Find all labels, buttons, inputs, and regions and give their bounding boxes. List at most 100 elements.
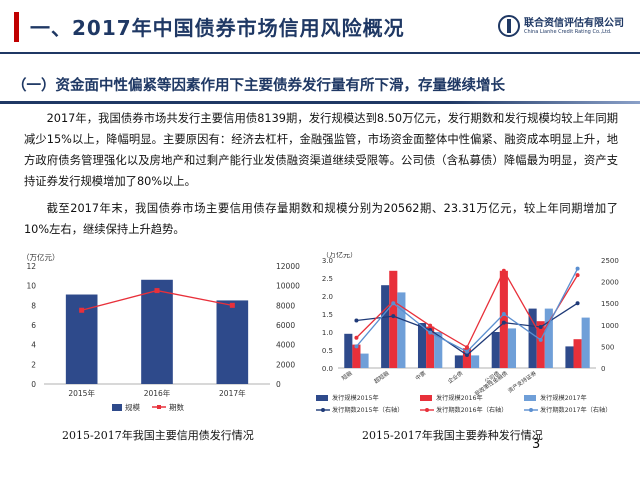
chart2-bar xyxy=(565,346,574,368)
chart2-bar xyxy=(417,323,427,368)
chart1-y-tick: 2 xyxy=(31,360,36,369)
header-divider xyxy=(0,52,640,54)
chart2-line-point xyxy=(391,301,396,306)
section-underline xyxy=(0,101,640,104)
chart1-bar xyxy=(216,300,249,384)
chart2-y2-tick: 500 xyxy=(601,343,614,351)
page-number: 3 xyxy=(532,437,541,452)
chart2-legend-swatch xyxy=(420,395,432,401)
chart2-bar xyxy=(499,270,508,368)
chart2-y2-tick: 0 xyxy=(601,365,605,373)
paragraph-2: 截至2017年末，我国债券市场主要信用债存量期数和规模分别为20562期、23.… xyxy=(24,202,618,236)
chart1-y2-tick: 12000 xyxy=(276,262,300,271)
chart1-legend-label: 规模 xyxy=(125,402,140,412)
chart2-line-point xyxy=(501,268,506,273)
chart2-x-tick: 企业债 xyxy=(446,369,465,385)
chart2-bar xyxy=(528,308,537,368)
chart2-bar xyxy=(352,344,361,368)
chart2-legend-label: 发行期数2015年（右轴） xyxy=(332,406,403,414)
chart2-legend-swatch xyxy=(524,395,536,401)
chart2-line-point xyxy=(538,337,543,342)
chart2-line-point xyxy=(501,312,506,316)
chart2-x-tick: 资产支持证券 xyxy=(506,369,538,395)
chart2-bar xyxy=(434,332,443,368)
chart2-bar xyxy=(389,270,398,368)
chart2-line-point xyxy=(391,314,396,319)
chart2-legend-label: 发行规模2017年 xyxy=(540,394,587,402)
chart2-bar xyxy=(536,321,545,368)
chart-bond-type-issuance: （万亿元） 0.0 0.5 1.0 1.5 2.0 2.5 3.0 0 500 1000 1500 20… xyxy=(316,252,619,414)
chart2-legend-label: 发行规模2016年 xyxy=(436,394,483,402)
chart1-caption: 2015-2017年我国主要信用债发行情况 xyxy=(62,429,254,442)
chart1-line-point xyxy=(79,307,85,313)
chart2-line-point xyxy=(575,301,580,306)
chart1-y2-tick: 6000 xyxy=(276,321,295,330)
logo-name-en: China Lianhe Credit Rating Co.,Ltd. xyxy=(524,29,612,35)
chart1-x-tick: 2017年 xyxy=(219,388,246,398)
chart1-legend-swatch xyxy=(157,405,161,409)
chart2-line-point xyxy=(428,323,433,328)
chart2-line-point xyxy=(465,345,469,350)
chart1-y-tick: 10 xyxy=(26,282,36,291)
chart2-line-point xyxy=(575,273,580,278)
chart2-y2-tick: 2500 xyxy=(601,257,619,265)
chart1-x-tick: 2016年 xyxy=(144,388,171,398)
chart2-bar xyxy=(471,355,480,368)
header-accent-bar xyxy=(14,12,19,42)
chart2-bar xyxy=(544,308,553,368)
chart1-y-tick: 8 xyxy=(31,301,36,310)
chart2-y-tick: 3.0 xyxy=(322,257,333,265)
chart2-x-tick: 短融 xyxy=(340,369,354,382)
slide-header: 一、2017年中国债券市场信用风险概况 联合资信评估有限公司 China Lia… xyxy=(0,0,640,54)
chart1-y-tick: 6 xyxy=(31,321,36,330)
chart2-bar xyxy=(397,292,406,368)
chart1-y2-tick: 10000 xyxy=(276,282,300,291)
chart2-bar xyxy=(491,332,500,368)
chart1-legend-label: 期数 xyxy=(169,402,184,412)
chart2-caption: 2015-2017年我国主要券种发行情况 xyxy=(362,429,543,442)
chart2-legend-swatch xyxy=(316,395,328,401)
chart2-line-point xyxy=(354,335,359,340)
chart2-y-unit: （万亿元） xyxy=(322,252,357,259)
chart1-y-tick: 4 xyxy=(31,341,36,350)
chart2-y2-tick: 1500 xyxy=(601,300,619,308)
chart2-x-tick: 中票 xyxy=(414,369,428,382)
chart2-y-tick: 1.0 xyxy=(322,329,333,337)
chart2-y-tick: 1.5 xyxy=(322,311,333,319)
chart1-y2-tick: 0 xyxy=(276,380,281,389)
chart2-x-tick: 超短融 xyxy=(372,369,391,385)
chart2-line-point xyxy=(354,318,359,323)
chart2-y-tick: 2.5 xyxy=(322,275,333,283)
logo-mark-icon xyxy=(498,15,520,37)
chart2-legend-swatch xyxy=(321,408,325,412)
chart2-bar xyxy=(426,326,435,368)
chart2-line-point xyxy=(354,344,359,349)
chart1-y2-tick: 4000 xyxy=(276,341,295,350)
chart2-line-point xyxy=(465,353,469,358)
chart2-bar xyxy=(344,333,353,368)
chart1-y-unit: （万亿元） xyxy=(22,252,60,262)
chart1-line-point xyxy=(229,302,235,308)
section-heading: （一）资金面中性偏紧等因素作用下主要债券发行量有所下滑，存量继续增长 xyxy=(12,78,505,94)
chart2-bar xyxy=(462,348,472,368)
chart2-legend-swatch xyxy=(529,408,533,412)
chart1-x-tick: 2015年 xyxy=(68,388,95,398)
chart2-line-point xyxy=(538,324,543,329)
logo-name-cn: 联合资信评估有限公司 xyxy=(524,18,624,29)
chart2-legend-label: 发行期数2016年（右轴） xyxy=(436,406,507,414)
chart2-bar xyxy=(507,328,517,368)
chart1-y2-tick: 8000 xyxy=(276,301,295,310)
chart2-bar xyxy=(454,355,463,368)
chart1-y-tick: 12 xyxy=(26,262,36,271)
paragraph-1: 2017年，我国债券市场共发行主要信用债8139期，发行规模达到8.50万亿元，… xyxy=(24,112,618,188)
chart2-y-tick: 0.0 xyxy=(322,365,333,373)
chart-credit-bond-issuance: （万亿元） 0 2 4 6 8 10 12 0 2000 4000 6000 8000 10000 1200… xyxy=(22,252,300,412)
chart1-legend-swatch xyxy=(112,404,122,411)
chart2-legend-swatch xyxy=(425,408,429,412)
chart2-bar xyxy=(573,339,582,368)
chart2-bar xyxy=(381,285,390,368)
chart2-bar xyxy=(360,353,369,368)
chart1-y2-tick: 2000 xyxy=(276,360,295,369)
chart2-x-tick: 非政策性金融债 xyxy=(473,369,510,398)
chart2-line-point xyxy=(501,320,506,325)
